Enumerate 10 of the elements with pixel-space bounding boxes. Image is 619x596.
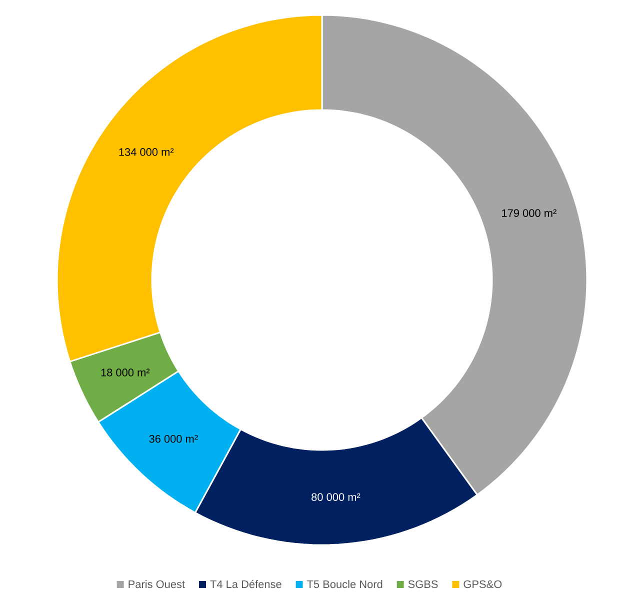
legend-label: Paris Ouest	[128, 580, 185, 588]
data-label: 134 000 m²	[119, 148, 174, 156]
legend-label: GPS&O	[464, 580, 502, 588]
legend-label: T4 La Défense	[210, 580, 282, 588]
data-label: 36 000 m²	[149, 434, 198, 443]
legend-label: SGBS	[408, 580, 438, 588]
legend-label: T5 Boucle Nord	[307, 580, 382, 588]
data-label: 18 000 m²	[101, 368, 150, 376]
data-label: 179 000 m²	[502, 209, 556, 217]
data-label: 80 000 m²	[312, 493, 360, 501]
